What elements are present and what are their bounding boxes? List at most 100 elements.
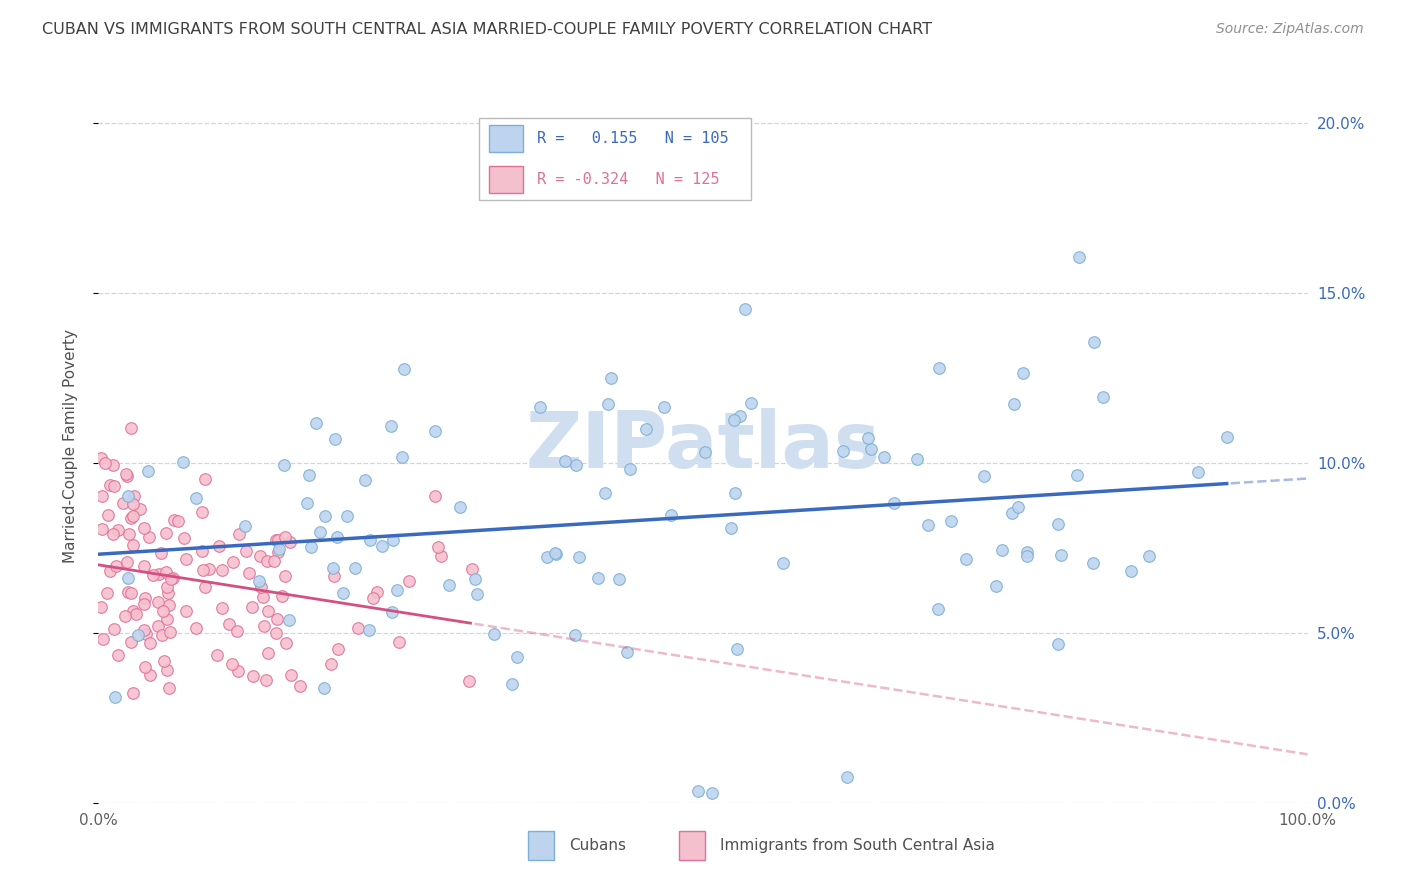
- Point: [295, 496, 318, 510]
- Text: Cubans: Cubans: [569, 838, 626, 853]
- Point: [184, 491, 207, 505]
- Point: [725, 642, 748, 657]
- Point: [112, 496, 135, 510]
- Point: [226, 624, 249, 638]
- Point: [207, 648, 229, 662]
- Point: [616, 645, 638, 659]
- Point: [267, 544, 290, 558]
- Point: [252, 590, 274, 604]
- Point: [132, 623, 155, 637]
- Point: [388, 634, 411, 648]
- Point: [90, 599, 112, 614]
- Point: [211, 563, 233, 577]
- Text: Source: ZipAtlas.com: Source: ZipAtlas.com: [1216, 22, 1364, 37]
- Point: [155, 525, 177, 540]
- Point: [461, 562, 484, 576]
- Point: [156, 663, 179, 677]
- Point: [149, 546, 172, 560]
- Point: [221, 657, 243, 672]
- Point: [98, 478, 121, 492]
- Point: [1091, 390, 1114, 404]
- Text: ZIPatlas: ZIPatlas: [526, 408, 880, 484]
- Point: [122, 604, 145, 618]
- Point: [482, 627, 505, 641]
- Point: [242, 669, 264, 683]
- Point: [359, 533, 381, 547]
- Point: [305, 417, 328, 431]
- Point: [398, 574, 420, 588]
- Point: [274, 569, 297, 583]
- Point: [381, 533, 404, 548]
- Point: [90, 451, 112, 466]
- Point: [139, 668, 162, 682]
- Point: [257, 604, 280, 618]
- Point: [122, 538, 145, 552]
- Point: [565, 458, 588, 472]
- Point: [273, 458, 295, 473]
- Point: [134, 521, 156, 535]
- Point: [157, 681, 180, 695]
- Point: [135, 626, 157, 640]
- Point: [253, 619, 276, 633]
- Point: [883, 496, 905, 510]
- Point: [190, 543, 212, 558]
- Point: [235, 544, 257, 558]
- Point: [122, 489, 145, 503]
- Point: [1050, 549, 1073, 563]
- Point: [465, 587, 488, 601]
- Point: [686, 783, 709, 797]
- Point: [314, 508, 336, 523]
- FancyBboxPatch shape: [489, 166, 523, 193]
- Point: [91, 632, 114, 646]
- Point: [1012, 367, 1035, 381]
- Point: [125, 607, 148, 621]
- Point: [139, 636, 162, 650]
- Point: [274, 530, 297, 544]
- Point: [132, 558, 155, 573]
- Point: [359, 623, 381, 637]
- Point: [366, 585, 388, 599]
- Point: [1046, 517, 1069, 532]
- Point: [107, 648, 129, 662]
- Point: [326, 641, 349, 656]
- Point: [323, 568, 346, 582]
- Point: [191, 505, 214, 519]
- Point: [263, 554, 285, 568]
- Point: [162, 571, 184, 585]
- Point: [344, 561, 367, 575]
- Point: [146, 618, 169, 632]
- Point: [1216, 430, 1239, 444]
- Point: [905, 451, 928, 466]
- Point: [607, 572, 630, 586]
- Point: [724, 486, 747, 500]
- Point: [728, 409, 751, 424]
- Point: [831, 444, 853, 458]
- Point: [986, 579, 1008, 593]
- Point: [226, 664, 249, 678]
- Point: [423, 425, 446, 439]
- Point: [654, 400, 676, 414]
- Point: [593, 486, 616, 500]
- Point: [191, 563, 214, 577]
- Point: [835, 770, 858, 784]
- Point: [586, 571, 609, 585]
- Point: [927, 602, 949, 616]
- Point: [700, 786, 723, 800]
- Point: [156, 612, 179, 626]
- Point: [312, 681, 335, 695]
- Point: [122, 509, 145, 524]
- Point: [860, 442, 883, 457]
- Point: [322, 560, 344, 574]
- Point: [693, 445, 716, 459]
- Point: [114, 608, 136, 623]
- Point: [1001, 506, 1024, 520]
- Point: [274, 636, 297, 650]
- Point: [506, 649, 529, 664]
- Point: [107, 523, 129, 537]
- Point: [156, 580, 179, 594]
- Point: [734, 301, 756, 316]
- Point: [222, 555, 245, 569]
- Point: [150, 628, 173, 642]
- Point: [278, 613, 301, 627]
- Point: [94, 456, 117, 470]
